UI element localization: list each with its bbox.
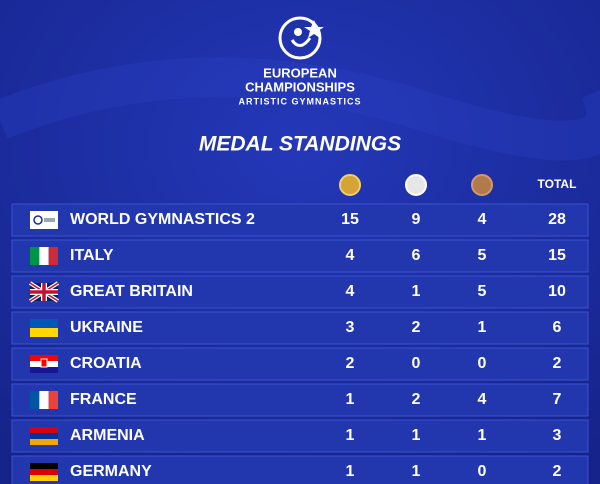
flag-part (44, 218, 55, 222)
swoosh (0, 57, 600, 161)
medal-count: 1 (346, 391, 355, 408)
medal-count: 2 (412, 391, 421, 408)
flag (30, 427, 58, 445)
medal-count: 0 (412, 355, 421, 372)
flag-part (30, 463, 58, 469)
table-row: UKRAINE 3 2 1 6 (11, 311, 589, 345)
row-background (11, 239, 589, 273)
flag-part (33, 215, 43, 225)
medal-count: 1 (346, 427, 355, 444)
flag-part (39, 391, 49, 409)
flag-part (30, 283, 58, 301)
country-name: CROATIA (70, 355, 142, 372)
medal-count: 3 (346, 319, 355, 336)
medal-count: 15 (548, 247, 566, 264)
flag-part (30, 247, 40, 265)
medal-count: 1 (346, 463, 355, 480)
table-row: WORLD GYMNASTICS 2 15 9 4 28 (11, 203, 589, 237)
country-name: ITALY (70, 247, 114, 264)
medal-count: 4 (478, 211, 487, 228)
flag-part (30, 469, 58, 475)
flag (30, 355, 58, 373)
gold-icon (339, 174, 361, 196)
flag-part (39, 247, 49, 265)
country-name: GERMANY (70, 463, 152, 480)
flag (30, 319, 58, 337)
medal-count: 4 (346, 283, 355, 300)
medal-count: 1 (412, 283, 421, 300)
row-background (11, 275, 589, 309)
medal-count: 28 (548, 211, 566, 228)
medal-count: 9 (412, 211, 421, 228)
flag-part (30, 328, 58, 337)
medal-count: 2 (412, 319, 421, 336)
table-row: FRANCE 1 2 4 7 (11, 383, 589, 417)
flag (28, 281, 60, 303)
medal-count: 0 (478, 463, 487, 480)
flag-part (30, 367, 58, 373)
medal-count: 10 (548, 283, 566, 300)
table-row: GERMANY 1 1 0 2 (11, 455, 589, 484)
flag (30, 463, 58, 481)
logo-line: EUROPEAN (263, 65, 337, 80)
silver-icon (405, 174, 427, 196)
row-background (11, 203, 589, 237)
table-row: ARMENIA 1 1 1 3 (11, 419, 589, 453)
country-name: GREAT BRITAIN (70, 283, 193, 300)
medal-count: 5 (478, 247, 487, 264)
flag-part (30, 427, 58, 433)
medal-count: 3 (553, 427, 562, 444)
medal-count: 2 (346, 355, 355, 372)
country-name: WORLD GYMNASTICS 2 (70, 211, 255, 228)
medal-count: 1 (478, 319, 487, 336)
flag-part (40, 358, 48, 368)
title: MEDAL STANDINGS (199, 133, 401, 156)
logo-line: CHAMPIONSHIPS (245, 79, 355, 94)
logo (278, 16, 324, 60)
medal-count: 4 (478, 391, 487, 408)
country-name: FRANCE (70, 391, 137, 408)
flag (30, 391, 58, 409)
medal-count: 1 (412, 463, 421, 480)
flag-part (30, 355, 58, 361)
flag-part (30, 439, 58, 445)
flag-part (48, 247, 58, 265)
table-row: GREAT BRITAIN 4 1 5 10 (11, 275, 589, 309)
medal-count: 4 (346, 247, 355, 264)
medal-count: 5 (478, 283, 487, 300)
medal-count: 2 (553, 463, 562, 480)
medal-count: 7 (553, 391, 562, 408)
row-background (11, 419, 589, 453)
row-background (11, 383, 589, 417)
medal-count: 0 (478, 355, 487, 372)
medal-count: 6 (412, 247, 421, 264)
medal-count: 15 (341, 211, 359, 228)
flag-part (30, 475, 58, 481)
total-header: TOTAL (538, 177, 577, 191)
flag-part (30, 433, 58, 439)
flag (30, 211, 58, 229)
row-background (11, 347, 589, 381)
medal-count: 1 (412, 427, 421, 444)
logo-line: ARTISTIC GYMNASTICS (238, 96, 361, 106)
flag (30, 247, 58, 265)
flag-part (48, 391, 58, 409)
flag-part (30, 319, 58, 328)
row-background (11, 455, 589, 484)
flag-part (30, 391, 40, 409)
country-name: UKRAINE (70, 319, 143, 336)
medal-count: 1 (478, 427, 487, 444)
table-row: ITALY 4 6 5 15 (11, 239, 589, 273)
bronze-icon (471, 174, 493, 196)
medal-count: 2 (553, 355, 562, 372)
medal-count: 6 (553, 319, 562, 336)
country-name: ARMENIA (70, 427, 145, 444)
row-background (11, 311, 589, 345)
table-row: CROATIA 2 0 0 2 (11, 347, 589, 381)
